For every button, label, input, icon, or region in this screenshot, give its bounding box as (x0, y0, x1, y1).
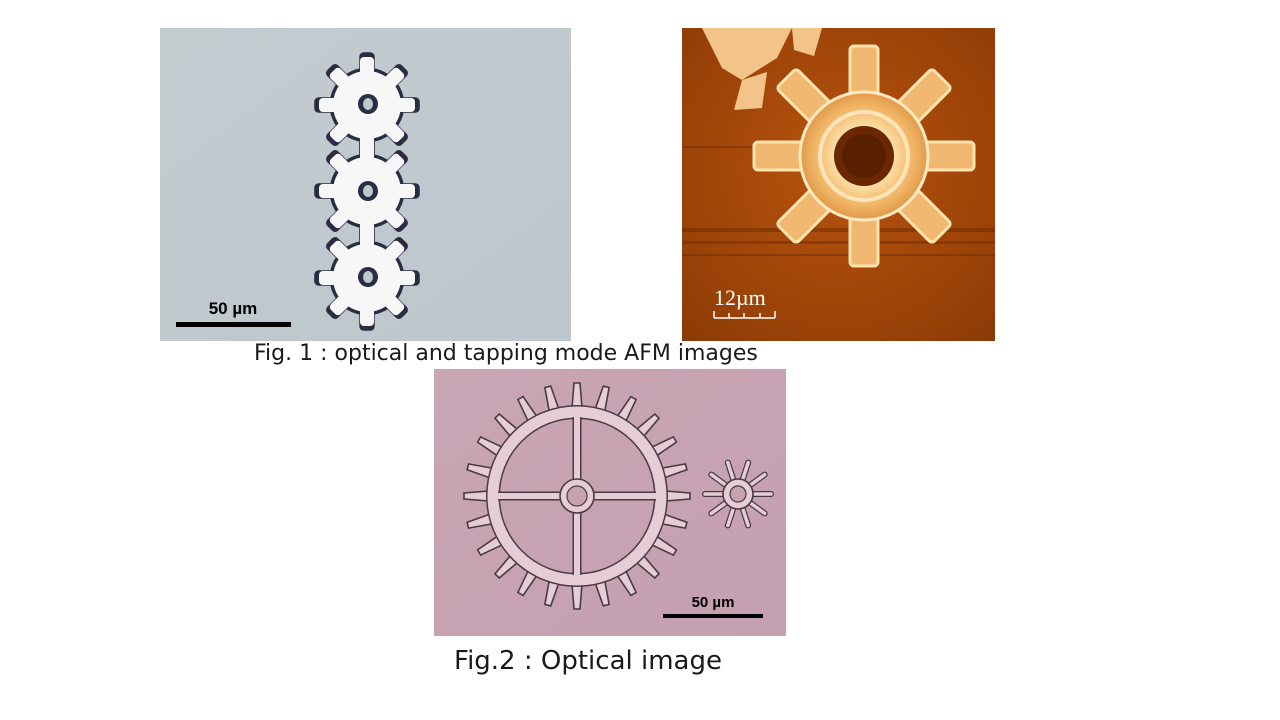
scale-bar (663, 614, 763, 618)
scale-bar (713, 311, 776, 319)
wheel-tooth (664, 490, 691, 502)
wheel-tooth (571, 583, 583, 610)
optical-image-wheel-gears: 50 µm (434, 369, 786, 636)
wheel-tooth (571, 382, 583, 409)
afm-image-gear: 12µm (682, 28, 995, 341)
small-gear-tooth (726, 460, 736, 483)
scale-bar-label: 50 µm (209, 299, 258, 318)
small-gear-tooth (726, 505, 736, 528)
small-gear-tooth (747, 500, 767, 516)
small-gear-tooth (747, 472, 767, 488)
scale-bar (176, 322, 291, 327)
scale-bar-label: 12µm (714, 285, 766, 310)
figure-1-caption: Fig. 1 : optical and tapping mode AFM im… (254, 341, 758, 366)
small-gear-tooth (740, 505, 750, 528)
optical-micrograph-gears: 50 µm (160, 28, 571, 341)
wheel-tooth (463, 490, 490, 502)
small-gear-tooth (709, 472, 729, 488)
small-gear-tooth (740, 460, 750, 483)
figure-2-caption: Fig.2 : Optical image (454, 646, 722, 676)
small-gear-tooth (709, 500, 729, 516)
scale-bar-label: 50 µm (692, 594, 735, 611)
